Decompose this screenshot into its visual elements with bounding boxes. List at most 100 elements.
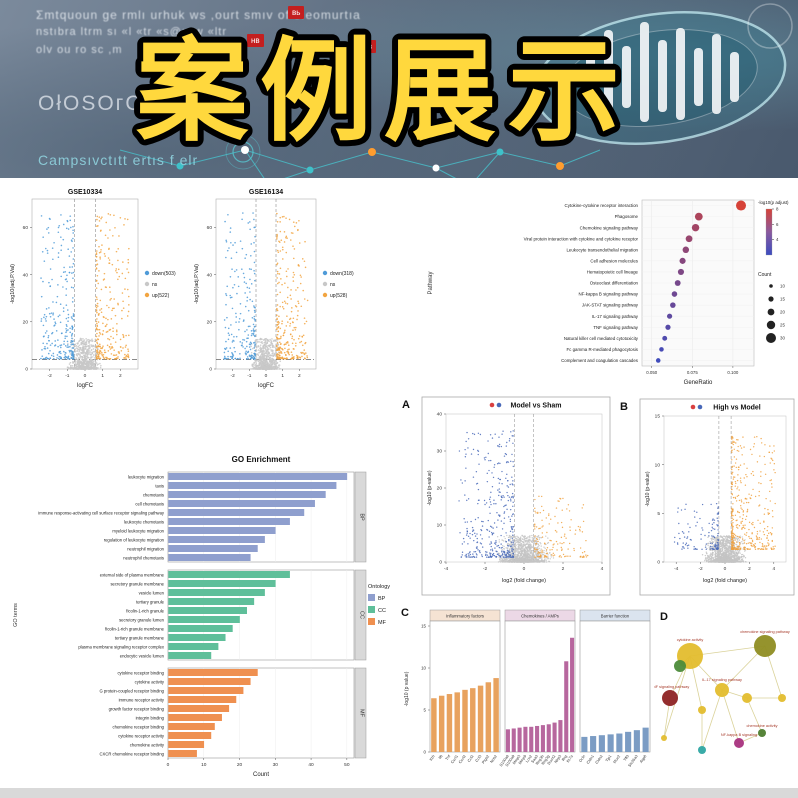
svg-text:40: 40 bbox=[207, 272, 213, 278]
svg-text:25: 25 bbox=[780, 323, 785, 328]
svg-text:secretory granule membrane: secretory granule membrane bbox=[110, 582, 164, 587]
svg-text:60: 60 bbox=[207, 225, 213, 231]
svg-text:0: 0 bbox=[167, 762, 170, 768]
svg-text:leukocyte chemotaxis: leukocyte chemotaxis bbox=[124, 520, 164, 525]
bottom-strip bbox=[0, 788, 798, 798]
svg-text:immune receptor activity: immune receptor activity bbox=[119, 698, 165, 703]
svg-text:chemotaxis: chemotaxis bbox=[143, 493, 164, 498]
svg-text:Count: Count bbox=[758, 272, 772, 278]
volcano-plot-gse16134: GSE16134 -2 -1 0 1 2 0 20 40 60 logFC -log10(adj.P.… bbox=[190, 183, 366, 395]
svg-text:TNF signaling pathway: TNF signaling pathway bbox=[593, 325, 638, 330]
svg-text:-2: -2 bbox=[483, 566, 488, 572]
svg-text:CXCR chemokine receptor bindin: CXCR chemokine receptor binding bbox=[100, 752, 165, 757]
banner-gibberish-line-2: nstıbra ltrm sı «l «tr «s@ırtw «ltr bbox=[36, 26, 228, 38]
svg-text:BP: BP bbox=[359, 513, 365, 521]
svg-text:down(318): down(318) bbox=[330, 271, 354, 277]
svg-text:0: 0 bbox=[657, 560, 660, 566]
svg-text:cytokine receptor binding: cytokine receptor binding bbox=[117, 671, 164, 676]
svg-text:1: 1 bbox=[101, 373, 104, 379]
svg-text:tertiary granule membrane: tertiary granule membrane bbox=[115, 636, 165, 641]
svg-text:30: 30 bbox=[273, 762, 279, 768]
svg-text:-2: -2 bbox=[698, 566, 703, 572]
svg-text:-1: -1 bbox=[247, 373, 252, 379]
svg-text:Hematopoietic cell lineage: Hematopoietic cell lineage bbox=[587, 270, 639, 275]
svg-text:0.100: 0.100 bbox=[727, 370, 739, 375]
svg-text:ficolin-1-rich granule: ficolin-1-rich granule bbox=[126, 609, 164, 614]
banner: Σmtquoun ge rmlı urhuk ws ,ourt smıv of … bbox=[0, 0, 798, 191]
svg-text:-log10(adj.P.Val): -log10(adj.P.Val) bbox=[194, 264, 200, 304]
concentric-circles-icon bbox=[225, 134, 261, 170]
svg-text:NF-kappa B signaling pathway: NF-kappa B signaling pathway bbox=[578, 292, 638, 297]
svg-text:-log10(adj.P.Val): -log10(adj.P.Val) bbox=[10, 264, 16, 304]
svg-text:0: 0 bbox=[439, 560, 442, 566]
svg-text:0: 0 bbox=[209, 367, 212, 373]
svg-text:cytokine receptor activity: cytokine receptor activity bbox=[118, 734, 165, 739]
svg-text:external side of plasma membra: external side of plasma membrane bbox=[100, 573, 165, 578]
svg-text:40: 40 bbox=[23, 272, 29, 278]
svg-text:30: 30 bbox=[780, 336, 785, 341]
svg-text:neutrophil migration: neutrophil migration bbox=[127, 547, 164, 552]
banner-bottom-text: Campsıvctıtt ertıs f elr bbox=[38, 152, 199, 168]
svg-text:down(503): down(503) bbox=[152, 271, 176, 277]
svg-text:1: 1 bbox=[281, 373, 284, 379]
svg-text:20: 20 bbox=[23, 319, 29, 325]
svg-text:MF: MF bbox=[359, 709, 365, 718]
faceted-gene-barchart: C -log10 (p value) 0 5 10 15 Inflammatory fact… bbox=[398, 602, 656, 796]
svg-text:Cell adhesion molecules: Cell adhesion molecules bbox=[590, 258, 638, 263]
svg-text:endocytic vesicle lumen: endocytic vesicle lumen bbox=[120, 654, 165, 659]
page-title: 案例展示 bbox=[136, 27, 632, 157]
signal-bars-icon bbox=[586, 22, 739, 122]
svg-text:10: 10 bbox=[655, 462, 661, 468]
svg-text:plasma membrane signaling rece: plasma membrane signaling receptor compl… bbox=[78, 645, 165, 650]
charts-area: GSE10334 -2 -1 0 1 2 0 20 40 60 logFC -log10(adj.P.… bbox=[0, 178, 798, 788]
svg-text:40: 40 bbox=[308, 762, 314, 768]
svg-text:5: 5 bbox=[657, 511, 660, 517]
svg-text:-4: -4 bbox=[444, 566, 449, 572]
svg-text:cell chemotaxis: cell chemotaxis bbox=[135, 502, 164, 507]
svg-text:B: B bbox=[620, 401, 628, 413]
svg-text:Viral protein interaction with: Viral protein interaction with cytokine … bbox=[524, 236, 639, 241]
svg-text:ns: ns bbox=[330, 282, 336, 288]
svg-text:10: 10 bbox=[201, 762, 207, 768]
svg-text:-2: -2 bbox=[48, 373, 53, 379]
svg-text:6: 6 bbox=[776, 222, 779, 227]
svg-text:GO terms: GO terms bbox=[13, 603, 19, 627]
svg-text:CC: CC bbox=[359, 611, 365, 619]
volcano-gse10334-svg: GSE10334-2 -1 0 1 20204060logFC-log10(adj.P.… bbox=[10, 189, 176, 389]
kegg-pathway-dotplot: Pathway 0.050 0.075 0.100 Cytokine-cytokine … bbox=[424, 190, 796, 392]
svg-text:taxis: taxis bbox=[155, 484, 164, 489]
svg-text:GSE10334: GSE10334 bbox=[68, 189, 102, 196]
banner-badge-2: нв bbox=[247, 34, 264, 47]
svg-text:ns: ns bbox=[152, 282, 158, 288]
svg-text:chemokine activity: chemokine activity bbox=[130, 743, 165, 748]
banner-decor-graphic bbox=[119, 3, 793, 191]
svg-text:2: 2 bbox=[748, 566, 751, 572]
svg-text:-log10(p adjust): -log10(p adjust) bbox=[758, 200, 789, 205]
svg-text:chemokine receptor binding: chemokine receptor binding bbox=[113, 725, 165, 730]
svg-text:immune response-activating cel: immune response-activating cell surface … bbox=[38, 511, 165, 516]
svg-text:Chemokine signaling pathway: Chemokine signaling pathway bbox=[580, 225, 639, 230]
svg-text:cytokine activity: cytokine activity bbox=[135, 680, 165, 685]
go-enrichment-barchart: GO Enrichment GO terms leukocyte migration… bbox=[10, 450, 402, 794]
svg-text:0: 0 bbox=[523, 566, 526, 572]
svg-text:High vs Model: High vs Model bbox=[713, 405, 761, 412]
svg-text:up(522): up(522) bbox=[152, 293, 170, 299]
svg-text:leukocyte migration: leukocyte migration bbox=[128, 475, 165, 480]
svg-text:neutrophil chemotaxis: neutrophil chemotaxis bbox=[123, 556, 164, 561]
svg-text:MF: MF bbox=[378, 620, 387, 626]
svg-text:IL-17 signaling pathway: IL-17 signaling pathway bbox=[592, 314, 639, 319]
go-enrichment-svg: GO Enrichment GO terms leukocyte migration… bbox=[13, 455, 390, 778]
svg-text:Leukocyte transendothelial mig: Leukocyte transendothelial migration bbox=[566, 247, 638, 252]
svg-text:0: 0 bbox=[25, 367, 28, 373]
svg-text:logFC: logFC bbox=[258, 383, 275, 389]
svg-text:10: 10 bbox=[780, 284, 785, 289]
data-ellipse-graphic bbox=[533, 3, 793, 146]
svg-text:G protein-coupled receptor bin: G protein-coupled receptor binding bbox=[100, 689, 165, 694]
volcano-gse16134-svg: GSE16134-2 -1 0 1 20204060logFC-log10(adj.P.… bbox=[194, 189, 354, 389]
svg-text:regulation of leukocyte migrat: regulation of leukocyte migration bbox=[104, 538, 165, 543]
svg-text:4: 4 bbox=[772, 566, 775, 572]
svg-text:Cytokine-cytokine receptor int: Cytokine-cytokine receptor interaction bbox=[565, 203, 639, 208]
